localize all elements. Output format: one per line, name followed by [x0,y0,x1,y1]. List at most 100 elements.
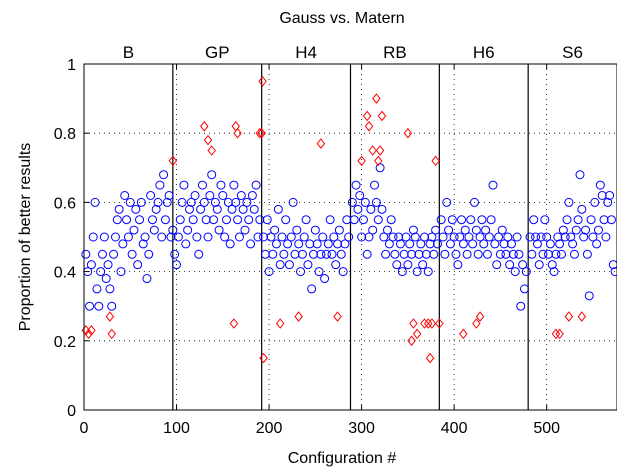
diamond-point [472,318,481,329]
circle-point [381,249,391,259]
circle-point [233,215,243,225]
circle-point [462,249,472,259]
circle-point [405,239,415,249]
circle-point [340,239,350,249]
circle-point [593,225,603,235]
circle-point [355,190,365,200]
circle-point [181,239,191,249]
y-tick-label: 0.6 [54,195,76,212]
x-tick-label: 500 [533,420,560,437]
circle-point [303,260,313,270]
y-tick-label: 0.8 [54,126,76,143]
diamond-point [374,155,383,167]
diamond-point [425,352,435,364]
circle-point [307,284,317,294]
circle-point [410,232,420,242]
circle-point [262,215,272,225]
chart-title: Gauss vs. Matern [279,10,404,27]
x-axis-label: Configuration # [288,450,397,467]
circle-point [168,225,178,235]
circle-point [390,249,400,259]
circle-point [196,204,206,214]
circle-point [194,249,204,259]
circle-point [399,249,409,259]
circle-point [90,197,100,207]
circle-point [432,239,442,249]
diamond-point [200,120,209,132]
circle-point [394,232,404,242]
circle-point [503,232,513,242]
circle-point [336,249,346,259]
circle-point [223,197,233,207]
circle-point [105,284,115,294]
circle-point [92,284,102,294]
segment-label: H6 [473,43,495,62]
circle-point [582,249,592,259]
circle-point [177,197,187,207]
x-tick-label: 400 [441,420,468,437]
circle-point [534,260,544,270]
circle-point [314,267,324,277]
circle-point [114,204,124,214]
diamond-point [412,328,422,340]
circle-point [246,239,256,249]
diamond-point [255,127,265,139]
circle-point [212,204,222,214]
x-tick-label: 100 [163,420,190,437]
circle-point [473,249,483,259]
circle-point [573,215,583,225]
circle-point [125,197,135,207]
circle-point [127,249,137,259]
circle-point [172,260,182,270]
circle-point [540,215,550,225]
circle-point [284,260,294,270]
circle-point [551,249,561,259]
segment-label: H4 [295,43,317,62]
circle-point [418,260,428,270]
circle-point [179,180,189,190]
circle-point [590,197,600,207]
circle-point [377,204,387,214]
circle-point [290,249,300,259]
circle-point [408,225,418,235]
circle-point [153,197,163,207]
circle-point [353,204,363,214]
circle-point [531,232,541,242]
diamond-point [407,335,416,347]
diamond-point [168,155,178,167]
circle-point [527,249,537,259]
circle-point [438,232,448,242]
circle-point [259,232,269,242]
circle-point [122,215,132,225]
circle-point [556,249,566,259]
circle-point [490,239,500,249]
circle-point [147,215,157,225]
circle-point [238,204,248,214]
circle-point [414,249,424,259]
circle-point [494,232,504,242]
circle-point [310,225,320,235]
circle-point [247,190,257,200]
circle-point [227,204,237,214]
circle-point [532,239,542,249]
diamond-point [87,325,96,336]
circle-point [595,180,605,190]
circle-point [571,225,581,235]
diamond-point [377,110,387,122]
diamond-point [333,311,342,322]
circle-point [371,197,381,207]
circle-point [296,267,306,277]
circle-point [240,225,250,235]
circle-point [486,215,496,225]
circle-point [460,225,470,235]
circle-point [484,232,494,242]
diamond-point [372,93,381,104]
circle-point [183,225,193,235]
circle-point [420,232,430,242]
circle-point [129,225,139,235]
circle-point [216,180,226,190]
circle-point [514,249,524,259]
segment-labels: B GP H4 RB H6 S6 [123,43,583,62]
circle-point [199,197,209,207]
circle-point [601,232,611,242]
